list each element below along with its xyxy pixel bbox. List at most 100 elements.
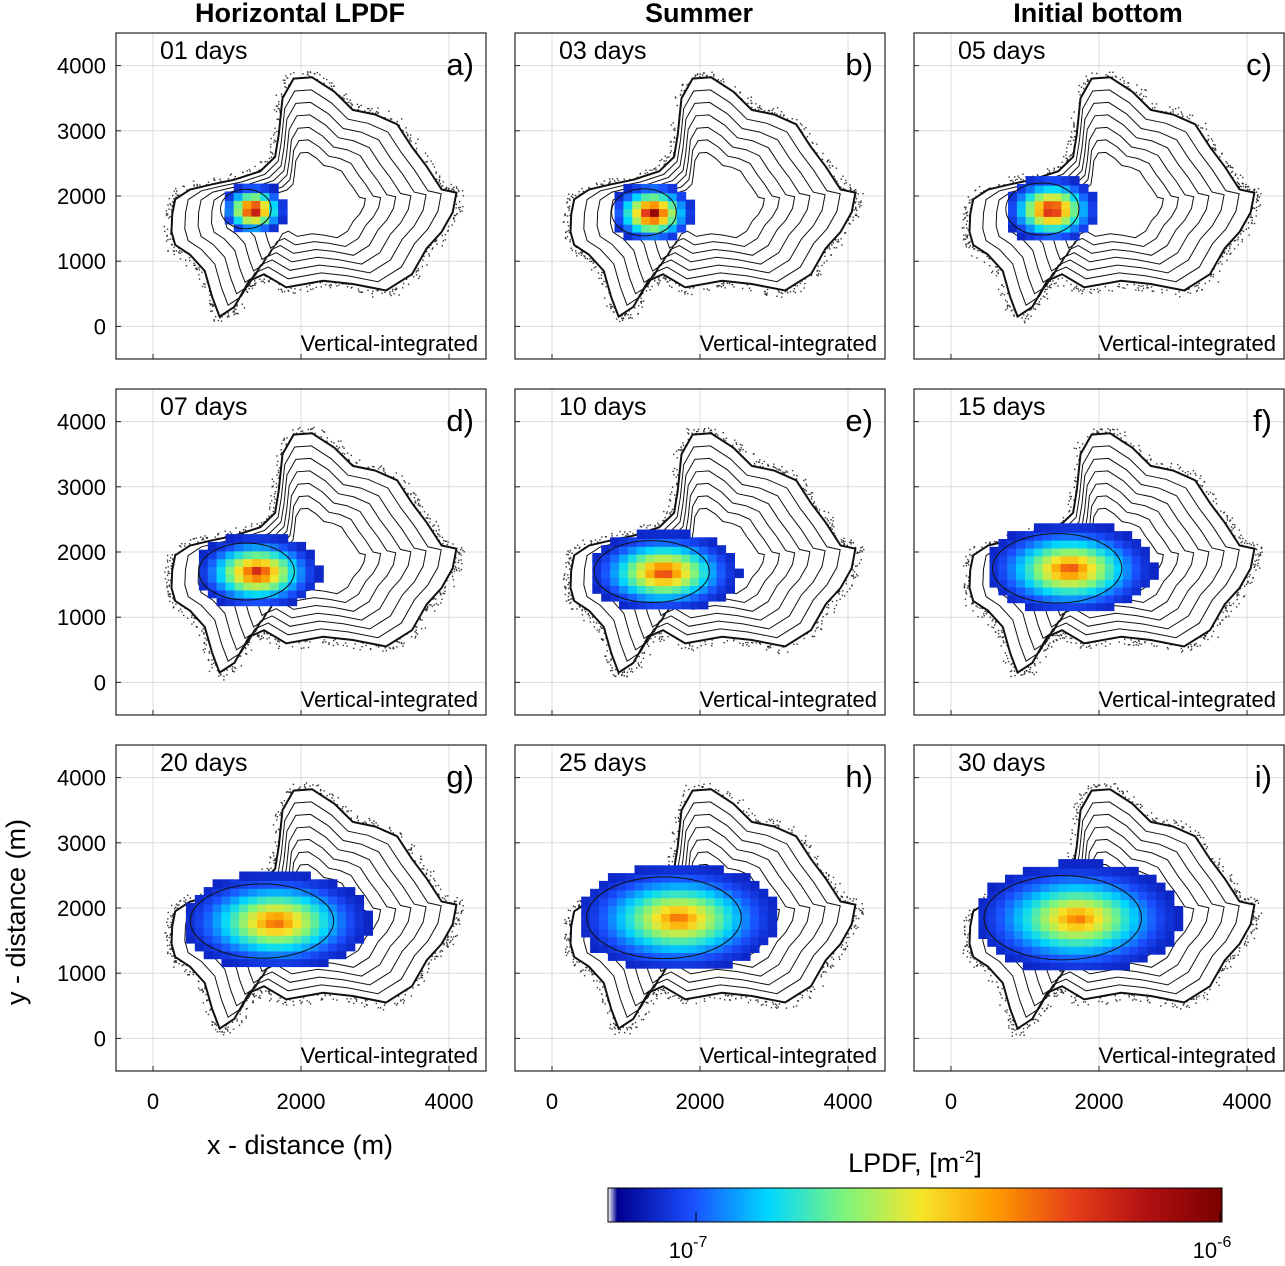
shoreline-point xyxy=(852,216,854,218)
shoreline-point xyxy=(182,614,185,617)
shoreline-point xyxy=(656,282,659,284)
lpdf-cell xyxy=(650,183,660,194)
shoreline-point xyxy=(639,173,641,175)
shoreline-point xyxy=(390,294,392,297)
shoreline-point xyxy=(193,184,195,186)
shoreline-point xyxy=(764,290,766,293)
shoreline-point xyxy=(453,218,455,220)
shoreline-point xyxy=(1239,174,1242,176)
shoreline-point xyxy=(807,493,809,496)
shoreline-point xyxy=(336,642,338,644)
shoreline-point xyxy=(203,641,206,644)
shoreline-point xyxy=(1247,222,1250,224)
shoreline-point xyxy=(806,135,809,138)
shoreline-point xyxy=(780,292,783,294)
shoreline-point xyxy=(725,437,728,439)
lpdf-cell xyxy=(242,191,252,201)
shoreline-point xyxy=(171,244,173,246)
shoreline-point xyxy=(1122,287,1124,289)
shoreline-point xyxy=(414,500,416,502)
shoreline-point xyxy=(1069,140,1072,142)
shoreline-point xyxy=(165,240,168,242)
shoreline-point xyxy=(1135,91,1137,94)
shoreline-point xyxy=(619,530,621,533)
shoreline-point xyxy=(829,522,831,524)
y-tick-label: 3000 xyxy=(57,475,106,500)
shoreline-point xyxy=(1231,166,1233,169)
shoreline-point xyxy=(694,75,697,77)
shoreline-point xyxy=(372,290,374,293)
shoreline-point xyxy=(269,278,272,280)
lpdf-cell xyxy=(234,534,244,544)
shoreline-point xyxy=(1201,127,1204,129)
shoreline-point xyxy=(703,288,705,290)
shoreline-point xyxy=(1014,179,1017,181)
shoreline-point xyxy=(227,314,230,317)
shoreline-point xyxy=(1226,166,1228,168)
shoreline-point xyxy=(634,307,636,309)
shoreline-point xyxy=(1012,181,1014,183)
shoreline-point xyxy=(274,493,276,495)
shoreline-point xyxy=(241,303,243,305)
shoreline-point xyxy=(391,290,394,292)
shoreline-point xyxy=(1093,288,1095,291)
shoreline-point xyxy=(430,160,432,162)
shoreline-point xyxy=(1242,183,1244,185)
shoreline-point xyxy=(841,244,843,246)
shoreline-point xyxy=(275,486,278,488)
shoreline-point xyxy=(417,138,419,140)
shoreline-point xyxy=(748,287,751,289)
shoreline-point xyxy=(1145,95,1147,98)
shoreline-point xyxy=(965,206,967,209)
shoreline-point xyxy=(1166,289,1168,291)
shoreline-point xyxy=(384,472,386,474)
shoreline-point xyxy=(276,130,278,133)
shoreline-point xyxy=(271,486,273,488)
shoreline-point xyxy=(385,649,387,652)
shoreline-point xyxy=(1242,176,1244,179)
shoreline-point xyxy=(603,280,605,283)
shoreline-point xyxy=(1230,252,1232,255)
shoreline-point xyxy=(590,260,593,263)
shoreline-point xyxy=(202,537,204,539)
shoreline-point xyxy=(270,156,272,158)
shoreline-point xyxy=(863,548,865,551)
shoreline-point xyxy=(1214,144,1216,146)
shoreline-point xyxy=(343,447,345,449)
shoreline-point xyxy=(657,284,660,286)
shoreline-point xyxy=(750,102,752,105)
lpdf-contour xyxy=(220,188,272,230)
shoreline-point xyxy=(969,240,971,243)
shoreline-point xyxy=(862,192,864,195)
shoreline-point xyxy=(754,108,756,111)
shoreline-point xyxy=(1169,106,1171,108)
shoreline-point xyxy=(578,547,580,549)
shoreline-point xyxy=(562,221,565,223)
shoreline-point xyxy=(1145,89,1147,92)
shoreline-point xyxy=(665,277,667,279)
shoreline-point xyxy=(196,268,198,271)
shoreline-point xyxy=(623,178,625,180)
shoreline-point xyxy=(996,270,998,273)
shoreline-point xyxy=(170,233,172,235)
shoreline-point xyxy=(805,126,807,129)
shoreline-point xyxy=(1229,245,1231,248)
shoreline-point xyxy=(832,520,834,522)
shoreline-point xyxy=(590,542,593,544)
shoreline-point xyxy=(566,215,569,217)
shoreline-point xyxy=(180,542,183,545)
shoreline-point xyxy=(850,187,852,190)
shoreline-point xyxy=(600,183,602,185)
shoreline-point xyxy=(840,238,842,240)
shoreline-point xyxy=(657,522,659,524)
shoreline-point xyxy=(687,432,689,434)
depth-contour xyxy=(250,151,366,249)
shoreline-point xyxy=(631,317,633,319)
shoreline-point xyxy=(1053,167,1056,169)
shoreline-point xyxy=(272,153,274,155)
shoreline-point xyxy=(299,427,301,429)
shoreline-point xyxy=(1083,288,1085,291)
shoreline-point xyxy=(233,308,236,310)
shoreline-point xyxy=(1099,289,1101,292)
shoreline-point xyxy=(346,286,349,288)
